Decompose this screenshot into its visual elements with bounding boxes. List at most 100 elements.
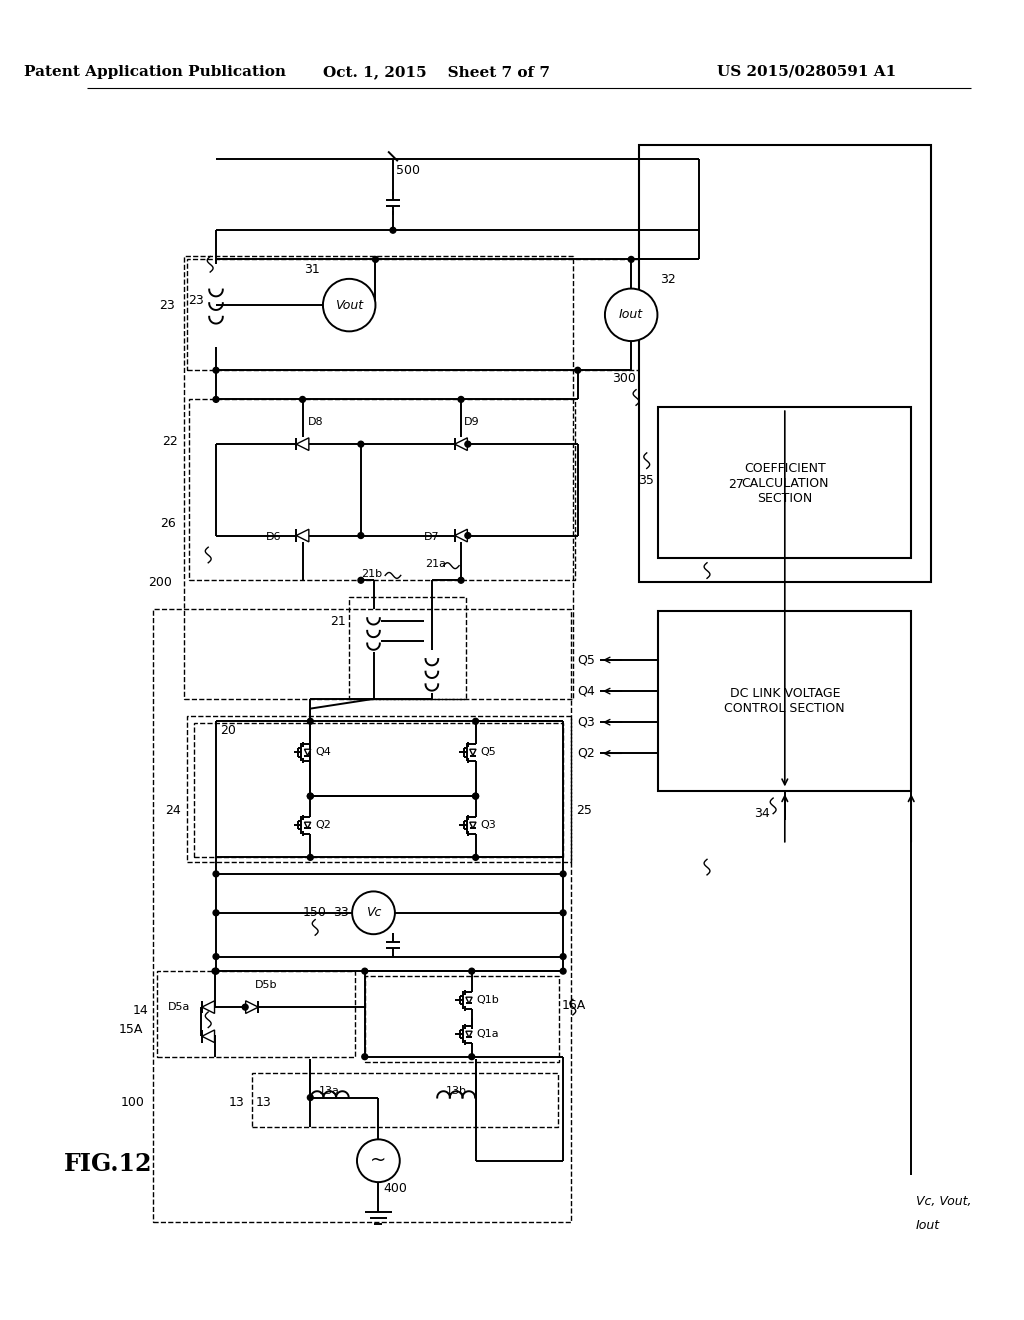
Text: 14: 14 <box>133 1003 148 1016</box>
Bar <box>186 260 722 370</box>
Polygon shape <box>304 822 310 829</box>
Circle shape <box>358 441 364 447</box>
Polygon shape <box>466 1031 472 1038</box>
Text: 23: 23 <box>188 294 205 306</box>
Circle shape <box>358 577 364 583</box>
Bar <box>252 1073 558 1127</box>
Circle shape <box>469 1053 475 1060</box>
Text: Vc, Vout,: Vc, Vout, <box>916 1195 972 1208</box>
Bar <box>186 717 571 862</box>
Circle shape <box>307 793 313 799</box>
Text: 13: 13 <box>256 1096 271 1109</box>
Text: 24: 24 <box>165 804 181 817</box>
Circle shape <box>465 533 471 539</box>
Text: 13: 13 <box>228 1096 244 1109</box>
Text: DC LINK VOLTAGE
CONTROL SECTION: DC LINK VOLTAGE CONTROL SECTION <box>725 686 845 715</box>
Circle shape <box>243 1005 248 1010</box>
Circle shape <box>465 441 471 447</box>
Text: 400: 400 <box>383 1183 408 1195</box>
Circle shape <box>373 256 379 263</box>
Text: Oct. 1, 2015    Sheet 7 of 7: Oct. 1, 2015 Sheet 7 of 7 <box>324 65 550 79</box>
Circle shape <box>212 969 218 974</box>
Text: 100: 100 <box>121 1096 145 1109</box>
Text: 33: 33 <box>334 907 349 919</box>
Text: Q4: Q4 <box>315 747 331 758</box>
Text: 23: 23 <box>160 298 175 312</box>
Circle shape <box>629 256 634 263</box>
Text: D6: D6 <box>265 532 282 543</box>
Bar <box>639 145 931 582</box>
Polygon shape <box>296 529 309 543</box>
Text: 20: 20 <box>220 725 236 737</box>
Circle shape <box>307 718 313 725</box>
Text: COEFFICIENT
CALCULATION
SECTION: COEFFICIENT CALCULATION SECTION <box>741 462 828 504</box>
Circle shape <box>352 891 395 935</box>
Text: 35: 35 <box>638 474 653 487</box>
Text: Q4: Q4 <box>578 685 595 697</box>
Circle shape <box>357 1139 399 1183</box>
Polygon shape <box>455 529 467 543</box>
Text: Q2: Q2 <box>315 820 331 830</box>
Circle shape <box>300 396 305 403</box>
Text: FIG.12: FIG.12 <box>63 1151 153 1176</box>
Text: 21a: 21a <box>425 558 446 569</box>
Text: D9: D9 <box>464 417 479 426</box>
Text: Iout: Iout <box>620 309 643 321</box>
Text: 300: 300 <box>612 371 636 384</box>
Circle shape <box>361 1053 368 1060</box>
Circle shape <box>213 396 219 403</box>
Bar <box>194 723 563 858</box>
Circle shape <box>560 909 566 916</box>
Text: Iout: Iout <box>916 1220 940 1232</box>
Text: 25: 25 <box>575 804 592 817</box>
Text: D5a: D5a <box>168 1002 190 1012</box>
Text: 500: 500 <box>396 164 420 177</box>
Text: Q5: Q5 <box>480 747 497 758</box>
Circle shape <box>458 577 464 583</box>
Text: ~: ~ <box>371 1151 387 1171</box>
Text: 13a: 13a <box>319 1086 340 1096</box>
Polygon shape <box>202 1030 215 1043</box>
Bar <box>184 256 572 698</box>
Text: 34: 34 <box>755 808 770 821</box>
Text: Q3: Q3 <box>480 820 497 830</box>
Bar <box>349 597 466 698</box>
Text: 13b: 13b <box>445 1086 467 1096</box>
Polygon shape <box>466 997 472 1003</box>
Text: 22: 22 <box>163 434 178 447</box>
Circle shape <box>560 871 566 876</box>
Bar <box>153 610 571 1222</box>
Circle shape <box>473 718 478 725</box>
Text: Q1b: Q1b <box>476 995 500 1006</box>
Text: 32: 32 <box>660 273 676 285</box>
Polygon shape <box>470 822 476 829</box>
Circle shape <box>213 367 219 374</box>
Bar <box>365 975 559 1061</box>
Text: Vc: Vc <box>366 907 381 919</box>
Bar <box>188 400 574 581</box>
Circle shape <box>213 969 219 974</box>
Text: 150: 150 <box>303 907 327 919</box>
Circle shape <box>473 854 478 861</box>
Polygon shape <box>304 750 310 755</box>
Polygon shape <box>470 750 476 755</box>
Text: D7: D7 <box>424 532 439 543</box>
Text: 26: 26 <box>161 517 176 531</box>
Circle shape <box>361 969 368 974</box>
Text: 16A: 16A <box>562 999 587 1011</box>
Text: Q1a: Q1a <box>476 1030 500 1039</box>
Polygon shape <box>246 1001 258 1014</box>
Text: Q5: Q5 <box>578 653 595 667</box>
Circle shape <box>473 793 478 799</box>
Text: 15A: 15A <box>119 1023 143 1036</box>
Circle shape <box>458 396 464 403</box>
Text: 21b: 21b <box>361 569 382 578</box>
Circle shape <box>213 909 219 916</box>
Text: D5b: D5b <box>255 979 278 990</box>
Text: Q2: Q2 <box>578 747 595 760</box>
Polygon shape <box>296 438 309 450</box>
Polygon shape <box>202 1001 215 1014</box>
Bar <box>658 611 911 791</box>
Text: 200: 200 <box>148 576 172 589</box>
Circle shape <box>560 969 566 974</box>
